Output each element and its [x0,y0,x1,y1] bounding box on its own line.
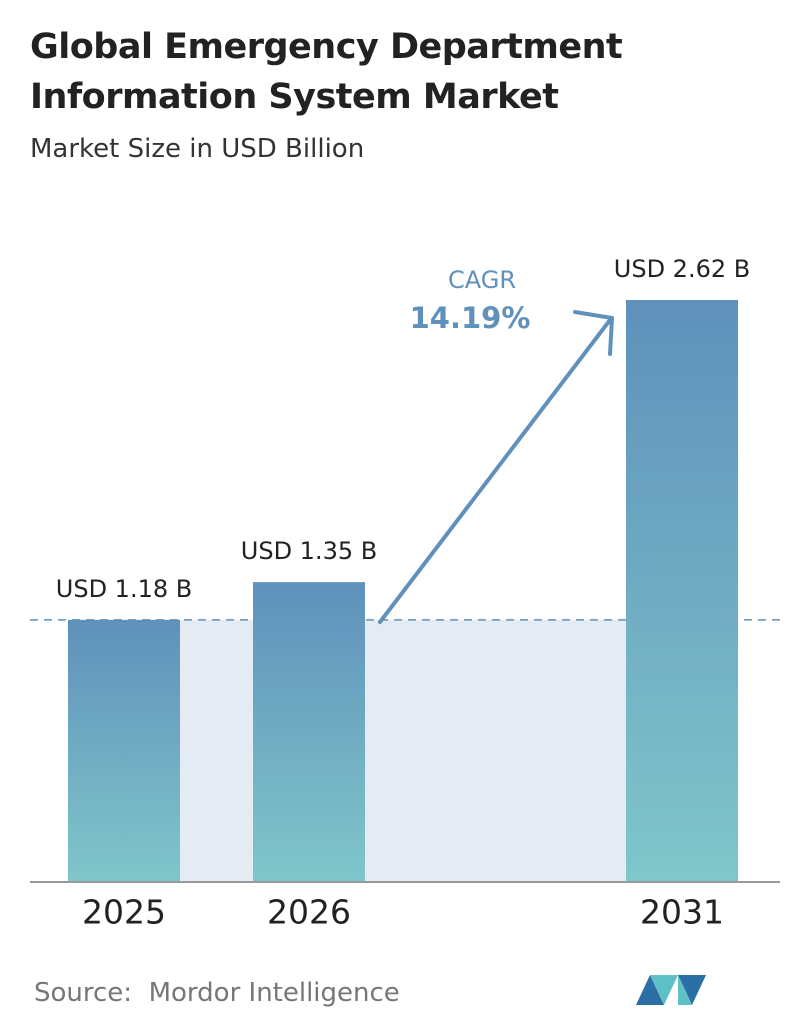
bar [68,619,180,882]
cagr-label: CAGR [448,266,516,294]
x-tick-label: 2026 [267,893,351,932]
bar [253,582,365,882]
foreground-layer: USD 1.18 B 2025 USD 1.35 B 2026 USD 2.62 B 20… [30,255,780,932]
cagr-value: 14.19% [410,301,531,335]
x-tick-label: 2031 [640,893,724,932]
chart-title: Global Emergency Department Information … [30,27,623,117]
value-label: USD 1.35 B [241,537,377,565]
source: Source: Mordor Intelligence [34,978,400,1008]
value-label: USD 1.18 B [56,575,192,603]
value-label: USD 2.62 B [614,255,750,283]
chart-subtitle: Market Size in USD Billion [30,134,365,164]
logo [636,975,706,1005]
x-tick-label: 2025 [82,893,166,932]
bar [626,300,738,882]
cagr-arrow [378,310,614,624]
